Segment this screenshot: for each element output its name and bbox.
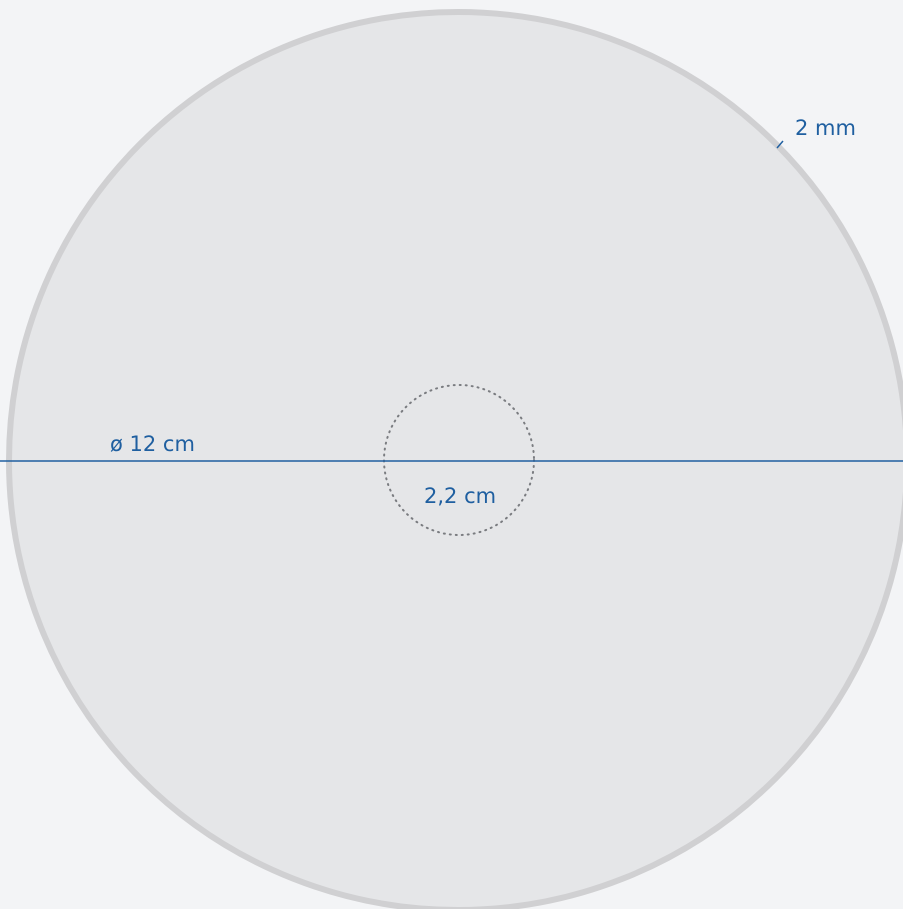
diameter-label: ø 12 cm [110,432,195,456]
rim-width-label: 2 mm [795,116,856,140]
center-hole-outline [383,384,535,536]
hole-diameter-label: 2,2 cm [424,484,496,508]
rim-leader-line [776,140,784,149]
